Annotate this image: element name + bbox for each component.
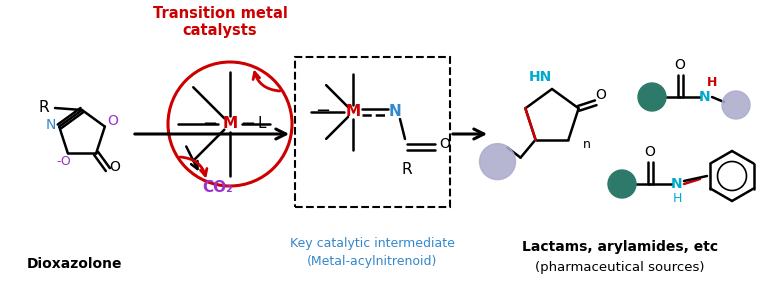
Text: N: N: [671, 177, 683, 191]
Text: −: −: [240, 115, 256, 133]
Text: H: H: [707, 76, 717, 88]
Text: Lactams, arylamides, etc: Lactams, arylamides, etc: [522, 240, 718, 254]
Circle shape: [479, 144, 516, 180]
Text: O: O: [645, 145, 656, 159]
Text: N: N: [388, 104, 402, 120]
Text: (pharmaceutical sources): (pharmaceutical sources): [535, 261, 705, 274]
Text: R: R: [402, 162, 413, 176]
Text: -O: -O: [57, 155, 71, 168]
Text: CO₂: CO₂: [203, 179, 233, 194]
Text: M: M: [222, 117, 238, 131]
Text: L: L: [258, 117, 267, 131]
Text: Key catalytic intermediate: Key catalytic intermediate: [290, 237, 455, 250]
Text: O: O: [595, 88, 606, 102]
Text: −: −: [315, 102, 330, 120]
Text: O: O: [107, 114, 118, 127]
Text: O: O: [110, 159, 120, 174]
Text: catalysts: catalysts: [183, 24, 257, 38]
Text: R: R: [39, 101, 49, 115]
Text: Transition metal: Transition metal: [152, 7, 287, 21]
Circle shape: [722, 91, 750, 119]
Circle shape: [608, 170, 636, 198]
Text: N: N: [46, 117, 57, 132]
Text: O: O: [440, 137, 451, 151]
Text: (Metal-acylnitrenoid): (Metal-acylnitrenoid): [307, 255, 437, 268]
Text: H: H: [672, 191, 681, 204]
Text: n: n: [583, 138, 591, 151]
Text: HN: HN: [528, 70, 552, 84]
Text: Dioxazolone: Dioxazolone: [27, 257, 123, 271]
Circle shape: [638, 83, 666, 111]
Text: O: O: [674, 58, 685, 72]
Text: −: −: [203, 115, 218, 133]
Text: M: M: [346, 104, 361, 120]
Text: N: N: [699, 90, 711, 104]
